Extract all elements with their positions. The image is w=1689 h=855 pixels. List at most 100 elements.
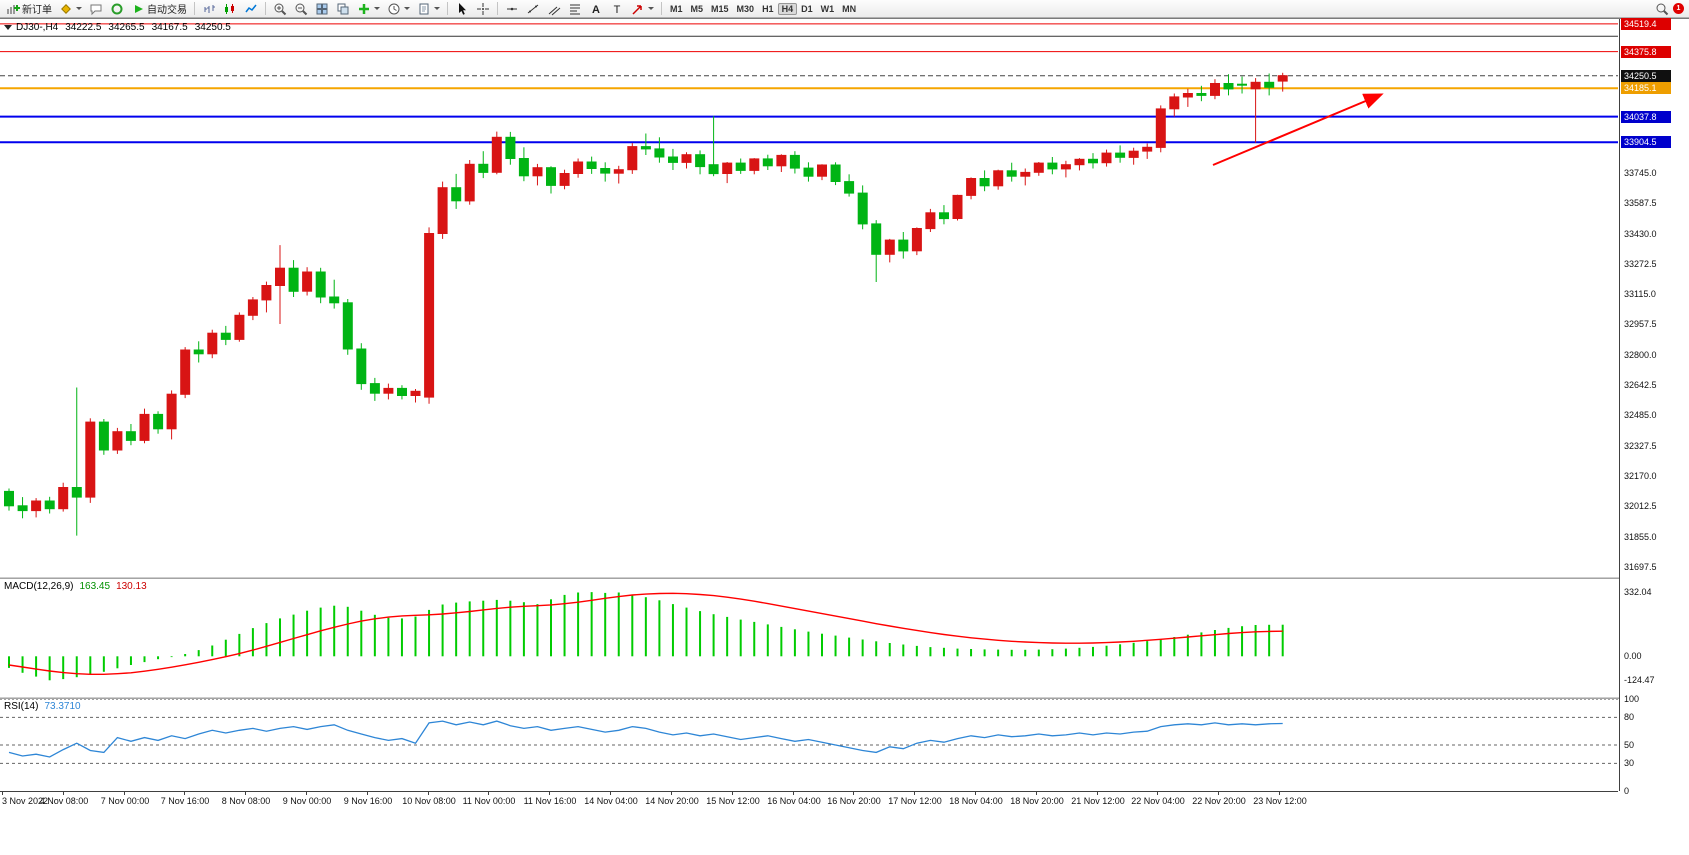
time-label: 14 Nov 04:00 (584, 796, 638, 806)
trend-arrow-annotation[interactable] (1212, 93, 1384, 166)
text-a-icon: A (589, 2, 603, 16)
toolbar-separator (194, 2, 195, 15)
chart-window: DJ30-,H4 34222.5 34265.5 34167.5 34250.5… (0, 17, 1689, 811)
zoom-out-button[interactable] (291, 0, 311, 17)
label-button[interactable]: T (607, 0, 627, 17)
profile-button[interactable] (107, 0, 127, 17)
fibo-icon (568, 2, 582, 16)
hline-button[interactable] (502, 0, 522, 17)
chart-area[interactable] (0, 19, 1618, 791)
candle-body (58, 487, 69, 510)
time-label: 10 Nov 08:00 (402, 796, 456, 806)
time-label: 22 Nov 20:00 (1192, 796, 1246, 806)
hline-icon (505, 2, 519, 16)
timeframe-m1[interactable]: M1 (670, 3, 683, 14)
candle-body (979, 178, 990, 187)
rsi-name: RSI(14) (4, 701, 39, 712)
trendline-icon (526, 2, 540, 16)
zoom-in-button[interactable] (270, 0, 290, 17)
timeframe-h4[interactable]: H4 (777, 2, 798, 15)
candle-body (166, 393, 177, 430)
candle-body (437, 187, 448, 234)
templates-button[interactable] (414, 0, 443, 17)
candle-body (1277, 75, 1288, 82)
toolbar-separator (265, 2, 266, 15)
candle-body (410, 390, 421, 396)
record-icon (110, 2, 124, 16)
candle-body (125, 431, 136, 441)
candle-body (139, 413, 150, 441)
dropdown-caret-icon (648, 7, 654, 10)
time-label: 9 Nov 16:00 (343, 796, 393, 806)
time-axis-tick (245, 792, 246, 795)
layouts-button[interactable] (56, 0, 85, 17)
cursor-button[interactable] (452, 0, 472, 17)
price-scale[interactable]: 33745.0 33587.5 33430.0 33272.5 33115.0 32957… (1619, 17, 1689, 796)
trendline-button[interactable] (523, 0, 543, 17)
rsi-pane-resizer[interactable] (0, 697, 1689, 699)
timeframe-m30[interactable]: M30 (736, 3, 755, 14)
time-axis-tick (1157, 792, 1158, 795)
candle-body (1142, 146, 1153, 152)
price-tick-label: 32012.5 (1624, 501, 1657, 512)
timeframe-m15[interactable]: M15 (711, 3, 729, 14)
candle-chart-button[interactable] (220, 0, 240, 17)
crosshair-button[interactable] (473, 0, 493, 17)
bar-chart-button[interactable] (199, 0, 219, 17)
candle-body (478, 163, 489, 173)
symbol-title[interactable]: DJ30-,H4 (4, 22, 58, 33)
price-tick-label: 32327.5 (1624, 440, 1657, 451)
candle-body (1074, 158, 1085, 166)
time-axis[interactable]: 3 Nov 2022 4 Nov 08:00 7 Nov 00:00 7 Nov 16… (0, 791, 1618, 811)
candle-body (31, 500, 42, 512)
candle-body (383, 387, 394, 394)
shapes-button[interactable] (628, 0, 657, 17)
timeframe-h1[interactable]: H1 (762, 3, 774, 14)
macd-signal-value: 130.13 (116, 581, 147, 592)
time-label: 7 Nov 16:00 (160, 796, 210, 806)
price-level-badge: 34037.8 (1621, 110, 1671, 123)
timeframe-m5[interactable]: M5 (690, 3, 704, 14)
macd-scale-label: -124.47 (1624, 675, 1655, 686)
new-order-button[interactable]: 新订单 (3, 0, 55, 17)
text-button[interactable]: A (586, 0, 606, 17)
timeframe-w1[interactable]: W1 (820, 3, 835, 14)
price-level-badge: 34250.5 (1621, 69, 1671, 82)
chart-header: DJ30-,H4 34222.5 34265.5 34167.5 34250.5 (4, 22, 231, 33)
candle-body (993, 170, 1004, 187)
price-tick-label: 33587.5 (1624, 198, 1657, 209)
play-icon (131, 2, 145, 16)
candle-body (1237, 83, 1247, 86)
periods-button[interactable] (384, 0, 413, 17)
time-axis-tick (1218, 792, 1219, 795)
candle-body (234, 314, 245, 340)
line-chart-button[interactable] (241, 0, 261, 17)
time-axis-tick (1036, 792, 1037, 795)
window-menu-icon[interactable] (4, 25, 12, 30)
chat-icon (89, 2, 103, 16)
price-tick-label: 31697.5 (1624, 561, 1657, 572)
candle-body (302, 271, 313, 292)
candle-body (966, 178, 977, 196)
time-label: 16 Nov 04:00 (767, 796, 821, 806)
arrange-windows-button[interactable] (333, 0, 353, 17)
search-icon[interactable] (1655, 2, 1669, 16)
fibonacci-button[interactable] (565, 0, 585, 17)
auto-trading-button-label: 自动交易 (147, 5, 187, 16)
channel-button[interactable] (544, 0, 564, 17)
price-tick-label: 33115.0 (1624, 289, 1656, 300)
timeframe-d1[interactable]: D1 (801, 3, 813, 14)
notification-badge[interactable]: 1 (1673, 3, 1684, 14)
rsi-scale-label: 50 (1624, 740, 1635, 750)
candle-body (505, 136, 516, 160)
tile-windows-button[interactable] (312, 0, 332, 17)
candle-body (275, 267, 285, 286)
dropdown-caret-icon (404, 7, 410, 10)
macd-pane-resizer[interactable] (0, 577, 1689, 579)
auto-trading-button[interactable]: 自动交易 (128, 0, 190, 17)
candle-body (44, 500, 55, 510)
indicators-button[interactable] (354, 0, 383, 17)
time-axis-tick (549, 792, 550, 795)
timeframe-mn[interactable]: MN (842, 3, 857, 14)
chat-button[interactable] (86, 0, 106, 17)
